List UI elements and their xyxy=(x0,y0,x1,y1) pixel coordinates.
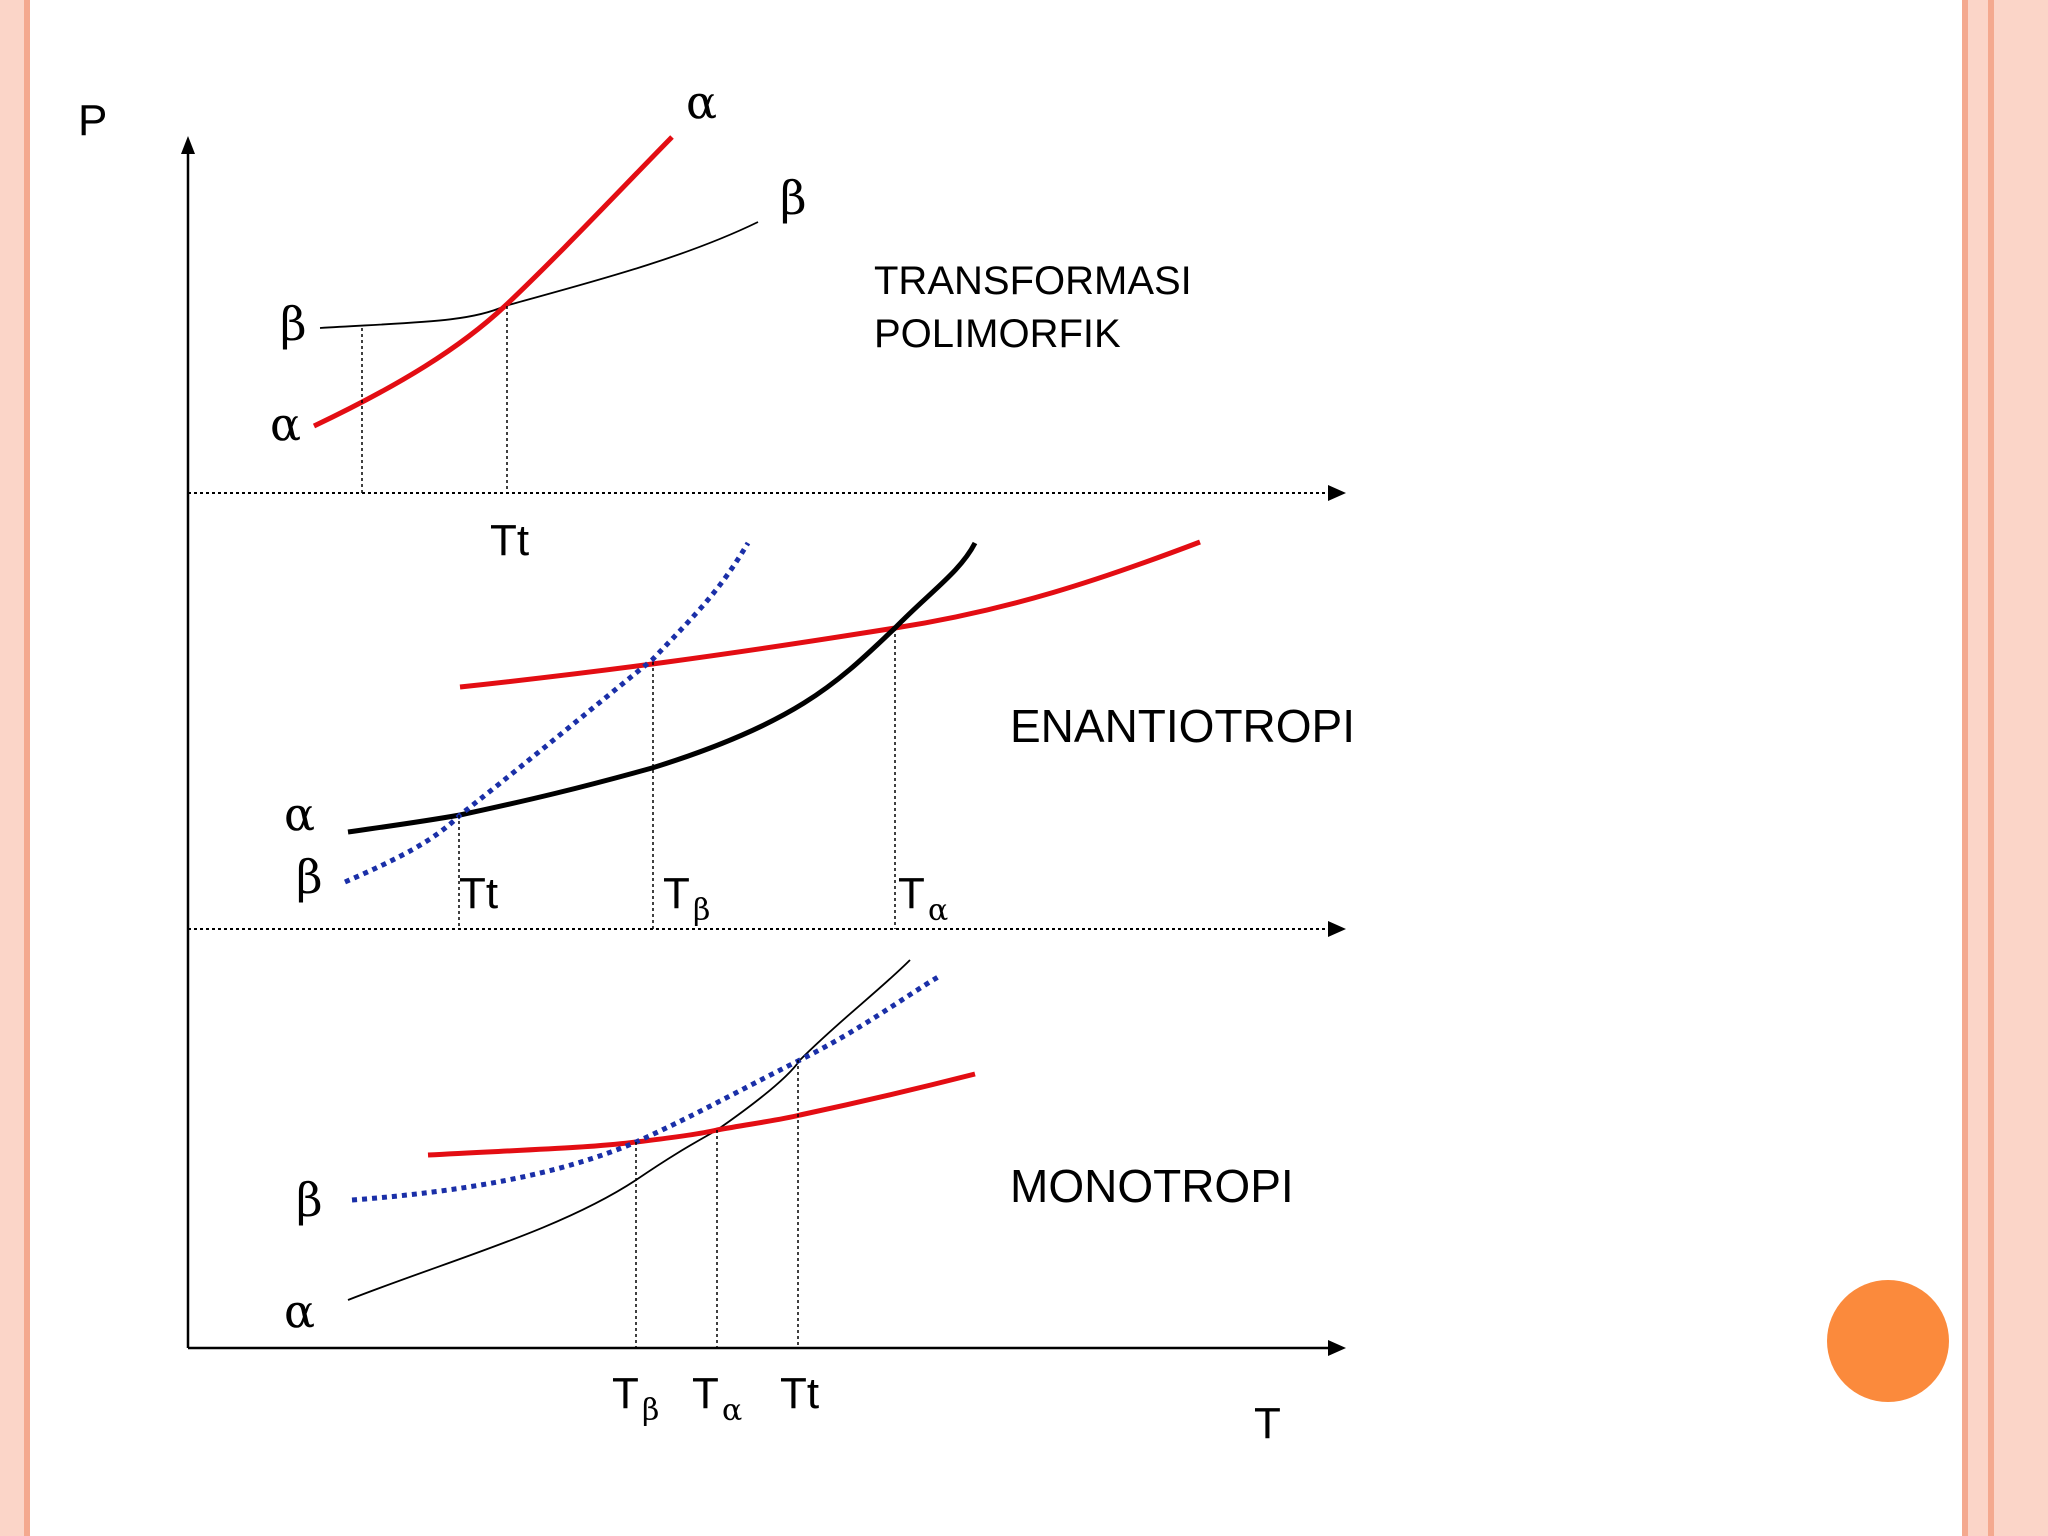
frame-right-edge xyxy=(1994,0,2048,1536)
middle-red-curve xyxy=(459,539,1201,690)
frame-right-line-2 xyxy=(1988,0,1994,1536)
y-axis-arrowhead xyxy=(181,136,195,154)
top-panel-title-line1: TRANSFORMASI xyxy=(874,259,1192,303)
top-panel-title-line2: POLIMORFIK xyxy=(874,312,1121,356)
middle-left-beta-label: β xyxy=(296,850,323,904)
bottom-tick-tbeta-subscript: β xyxy=(642,1393,659,1428)
top-beta-end-label: β xyxy=(780,171,807,225)
bottom-panel-title: MONOTROPI xyxy=(1010,1160,1294,1212)
x-axis-middle-arrowhead xyxy=(1328,921,1346,937)
x-axis-top-arrowhead xyxy=(1328,485,1346,501)
frame-right-band xyxy=(1968,0,1988,1536)
bottom-red-curve xyxy=(427,1071,976,1158)
x-axis-bottom-arrowhead xyxy=(1328,1340,1346,1356)
top-left-beta-label: β xyxy=(280,297,307,351)
decorative-orange-circle xyxy=(1827,1280,1949,1402)
frame-right-line-1 xyxy=(1962,0,1968,1536)
x-axis-label: T xyxy=(1254,1399,1281,1448)
top-alpha-end-label: α xyxy=(686,75,717,129)
middle-tick-tbeta: T xyxy=(663,869,690,918)
top-beta-curve xyxy=(319,221,759,329)
middle-tick-talpha: T xyxy=(898,869,925,918)
middle-left-alpha-label: α xyxy=(284,787,315,841)
middle-tick-talpha-subscript: α xyxy=(928,893,948,928)
middle-tick-tbeta-subscript: β xyxy=(693,893,710,928)
y-axis-label: P xyxy=(78,96,107,145)
bottom-left-beta-label: β xyxy=(296,1173,323,1227)
middle-blue-dotted-curve xyxy=(344,541,751,885)
bottom-tick-tt: Tt xyxy=(780,1369,819,1418)
top-tick-tt: Tt xyxy=(490,516,529,565)
top-alpha-curve xyxy=(312,135,674,429)
frame-left-inner xyxy=(24,0,30,1536)
bottom-tick-talpha: T xyxy=(692,1369,719,1418)
middle-panel-title: ENANTIOTROPI xyxy=(1010,700,1355,752)
bottom-tick-talpha-subscript: α xyxy=(722,1393,742,1428)
top-left-alpha-label: α xyxy=(270,397,301,451)
middle-tick-tt: Tt xyxy=(459,869,498,918)
bottom-blue-dotted-curve xyxy=(351,974,940,1203)
bottom-tick-tbeta: T xyxy=(612,1369,639,1418)
frame-left-outer xyxy=(0,0,24,1536)
middle-black-curve xyxy=(347,541,978,835)
bottom-alpha-thin-curve xyxy=(347,959,911,1301)
bottom-left-alpha-label: α xyxy=(284,1284,315,1338)
